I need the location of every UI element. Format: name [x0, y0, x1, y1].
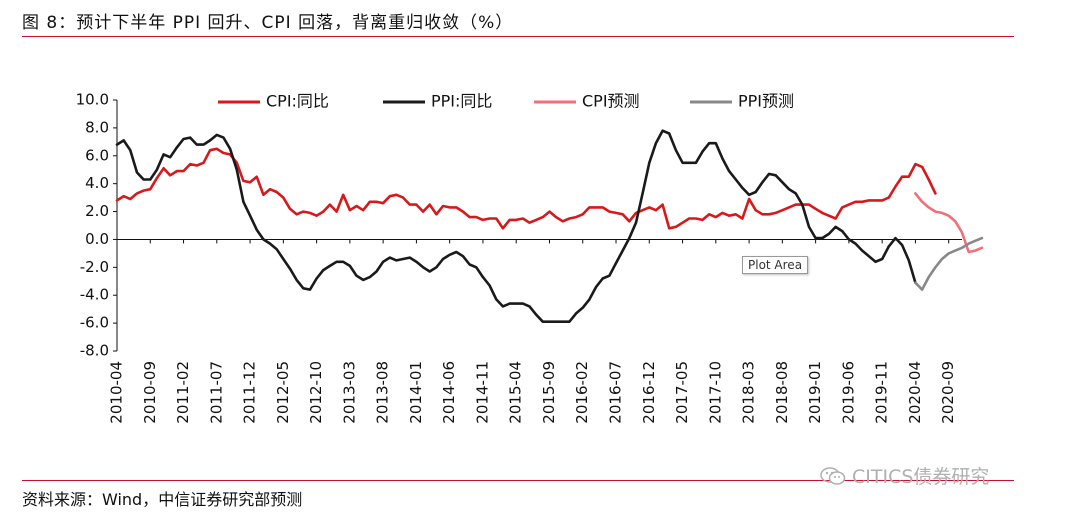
watermark: CITICS债券研究: [820, 462, 989, 489]
line-chart[interactable]: 10.08.06.04.02.00.0-2.0-4.0-6.0-8.02010-…: [0, 0, 1080, 480]
figure-title: 图 8：预计下半年 PPI 回升、CPI 回落，背离重归收敛（%）: [22, 13, 514, 33]
y-tick-label: -6.0: [80, 314, 109, 332]
x-tick-label: 2017-10: [706, 361, 724, 424]
y-tick-label: 4.0: [85, 174, 109, 192]
plot-area-tooltip: Plot Area: [742, 256, 809, 274]
y-tick-label: -4.0: [80, 286, 109, 304]
y-tick-label: 8.0: [85, 118, 109, 136]
wechat-icon: [820, 466, 846, 485]
x-tick-label: 2019-11: [873, 361, 891, 424]
x-tick-label: 2017-05: [673, 361, 691, 424]
x-tick-label: 2020-09: [939, 361, 957, 424]
chart-series: [115, 129, 984, 324]
legend-label: PPI预测: [738, 92, 794, 111]
legend-label: CPI:同比: [266, 92, 329, 111]
x-tick-label: 2012-10: [307, 361, 325, 424]
x-tick-label: 2011-07: [207, 361, 225, 424]
y-tick-label: 6.0: [85, 146, 109, 164]
chart-legend: CPI:同比 PPI:同比 CPI预测 PPI预测: [218, 92, 794, 111]
x-tick-label: 2012-05: [274, 361, 292, 424]
x-tick-label: 2015-04: [507, 361, 525, 424]
series-line-3: [914, 192, 984, 254]
x-tick-label: 2015-09: [540, 361, 558, 424]
x-tick-label: 2011-02: [174, 361, 192, 424]
series-line-2: [115, 129, 917, 324]
series-line-1: [115, 147, 937, 230]
chart-axes: 10.08.06.04.02.00.0-2.0-4.0-6.0-8.02010-…: [76, 91, 962, 424]
y-tick-label: -2.0: [80, 258, 109, 276]
x-tick-label: 2014-06: [440, 361, 458, 424]
x-tick-label: 2018-08: [773, 361, 791, 424]
x-tick-label: 2013-03: [340, 361, 358, 424]
x-tick-label: 2011-12: [241, 361, 259, 424]
x-tick-label: 2013-08: [374, 361, 392, 424]
x-tick-label: 2010-04: [108, 361, 126, 424]
x-tick-label: 2019-06: [839, 361, 857, 424]
legend-label: PPI:同比: [431, 92, 492, 111]
x-tick-label: 2016-07: [607, 361, 625, 424]
x-tick-label: 2016-12: [640, 361, 658, 424]
x-tick-label: 2016-02: [573, 361, 591, 424]
x-tick-label: 2014-01: [407, 361, 425, 424]
title-rule: [22, 36, 1014, 37]
watermark-text: CITICS债券研究: [852, 466, 990, 488]
x-tick-label: 2020-04: [906, 361, 924, 424]
y-tick-label: -8.0: [80, 342, 109, 360]
y-tick-label: 0.0: [85, 230, 109, 248]
x-tick-label: 2019-01: [806, 361, 824, 424]
legend-label: CPI预测: [582, 92, 640, 111]
series-line-4: [914, 236, 984, 291]
source-note: 资料来源：Wind，中信证券研究部预测: [22, 490, 303, 509]
y-tick-label: 2.0: [85, 202, 109, 220]
source-rule: [22, 480, 1014, 481]
x-tick-label: 2018-03: [740, 361, 758, 424]
x-tick-label: 2014-11: [473, 361, 491, 424]
x-tick-label: 2010-09: [141, 361, 159, 424]
y-tick-label: 10.0: [76, 91, 109, 109]
